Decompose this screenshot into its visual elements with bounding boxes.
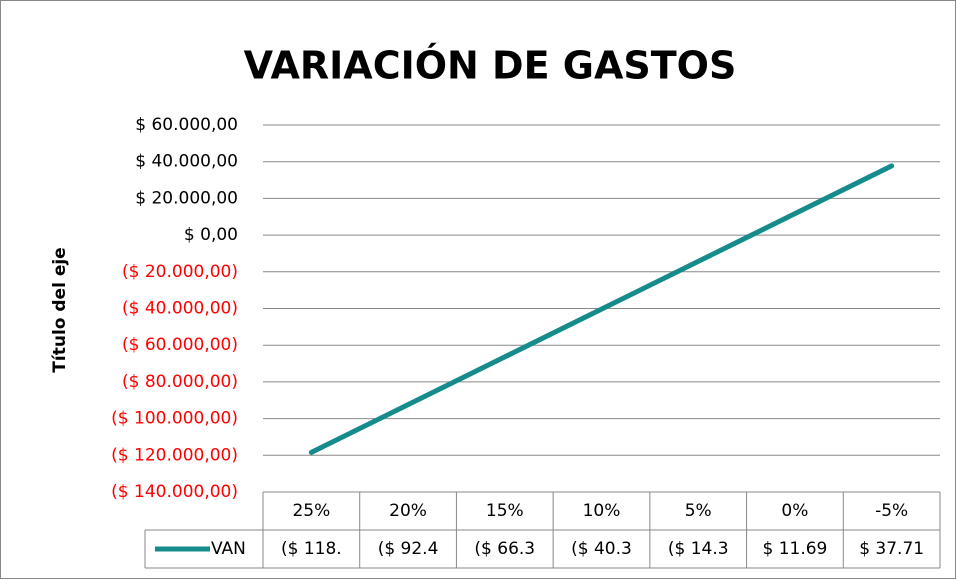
x-tick-label: 5% <box>685 501 712 521</box>
table-value: ($ 14.3 <box>668 539 729 559</box>
y-tick-label: ($ 140.000,00) <box>111 482 238 502</box>
x-tick-label: 10% <box>583 501 621 521</box>
x-tick-label: 15% <box>486 501 524 521</box>
x-tick-label: 20% <box>389 501 427 521</box>
x-tick-label: -5% <box>875 501 908 521</box>
x-tick-label: 0% <box>781 501 808 521</box>
y-axis-title: Título del eje <box>50 247 70 372</box>
y-tick-label: ($ 20.000,00) <box>122 262 238 282</box>
table-value: ($ 40.3 <box>571 539 632 559</box>
table-value: ($ 92.4 <box>378 539 439 559</box>
chart-title: VARIACIÓN DE GASTOS <box>244 44 737 88</box>
x-tick-label: 25% <box>292 501 330 521</box>
y-tick-label: $ 0,00 <box>184 225 238 245</box>
y-tick-label: $ 20.000,00 <box>135 188 238 208</box>
y-tick-label: ($ 40.000,00) <box>122 299 238 319</box>
table-value: ($ 66.3 <box>474 539 535 559</box>
table-value: ($ 118. <box>281 539 342 559</box>
y-tick-label: ($ 120.000,00) <box>111 445 238 465</box>
table-value: $ 37.71 <box>859 539 924 559</box>
y-tick-label: ($ 80.000,00) <box>122 372 238 392</box>
y-tick-label: $ 60.000,00 <box>135 115 238 135</box>
table-value: $ 11.69 <box>762 539 827 559</box>
y-tick-label: $ 40.000,00 <box>135 152 238 172</box>
legend-label: VAN <box>211 539 246 559</box>
y-tick-label: ($ 60.000,00) <box>122 335 238 355</box>
series-line <box>308 163 895 455</box>
y-tick-label: ($ 100.000,00) <box>111 409 238 429</box>
